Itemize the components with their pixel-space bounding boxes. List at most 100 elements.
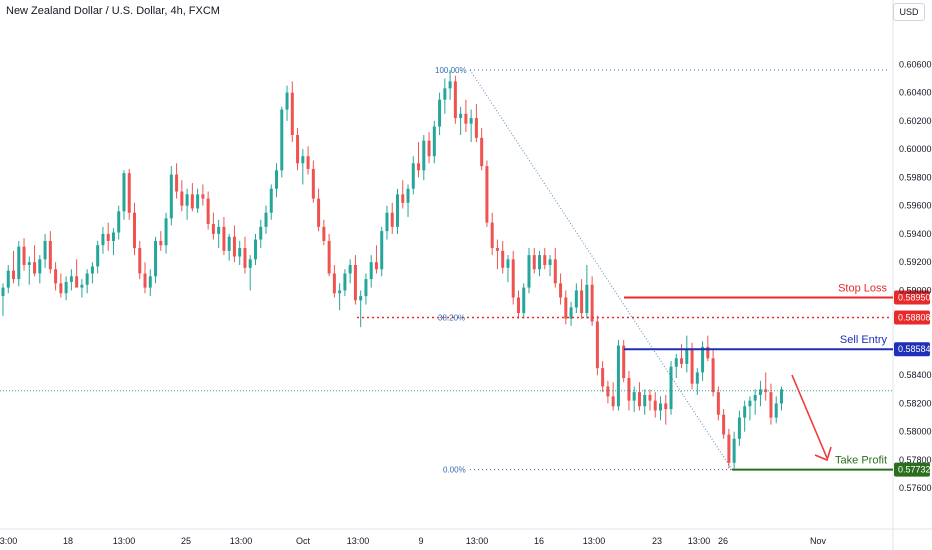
candle	[722, 409, 726, 439]
candle	[453, 75, 457, 124]
candle-body	[753, 394, 757, 401]
candle-body	[406, 188, 410, 203]
candle	[643, 389, 647, 415]
candle-body	[1, 287, 5, 297]
currency-button[interactable]: USD	[893, 3, 925, 21]
candle-body	[369, 262, 373, 280]
level-name-label: Sell Entry	[840, 334, 888, 346]
candle	[569, 301, 573, 326]
x-tick-label: 13:00	[230, 536, 253, 546]
candle-body	[232, 236, 236, 257]
price-tag	[894, 462, 930, 477]
candle	[522, 283, 526, 319]
fib-trend-line	[469, 69, 733, 470]
candle-body	[259, 226, 263, 240]
candle	[511, 250, 515, 305]
candle	[154, 236, 158, 284]
candle-body	[117, 211, 121, 233]
candle-body	[43, 240, 47, 260]
candle-body	[680, 358, 684, 364]
candle	[217, 219, 221, 249]
candle-body	[154, 240, 158, 277]
candle-body	[222, 226, 226, 251]
candle-body	[669, 366, 673, 410]
candle-body	[206, 198, 210, 225]
candle-body	[111, 232, 115, 241]
candle	[417, 142, 421, 178]
candle	[564, 290, 568, 325]
x-tick-label: 25	[181, 536, 191, 546]
candle-body	[758, 389, 762, 395]
candle-body	[27, 262, 31, 265]
candle	[180, 180, 184, 212]
candle-body	[343, 273, 347, 291]
y-tick-label: 0.57600	[899, 483, 932, 493]
candle	[33, 245, 37, 277]
price-tag-label: 0.57732	[898, 465, 931, 475]
candle-body	[443, 88, 447, 100]
candle	[716, 386, 720, 421]
candle-body	[485, 166, 489, 223]
candle-body	[133, 212, 136, 249]
candle-body	[348, 264, 352, 274]
candle	[495, 239, 499, 270]
candle-body	[480, 137, 484, 167]
candle	[664, 394, 668, 425]
candle	[164, 212, 168, 254]
candle	[290, 81, 294, 143]
candle	[459, 106, 463, 136]
x-tick-label: 18	[63, 536, 73, 546]
candle	[22, 238, 26, 271]
candle	[427, 132, 431, 164]
candle-body	[238, 248, 242, 257]
candle	[117, 205, 121, 240]
candle	[680, 344, 684, 369]
candle	[6, 264, 10, 294]
fib-level-label: 100.00%	[435, 66, 467, 75]
candle-body	[653, 400, 657, 411]
candle-body	[674, 358, 678, 367]
candle	[159, 231, 163, 251]
candle	[743, 400, 747, 432]
candle-body	[101, 233, 105, 246]
candle-body	[585, 284, 589, 314]
fib-level-label: 0.00%	[443, 466, 466, 475]
candle-body	[543, 255, 547, 265]
candle-body	[664, 403, 668, 410]
candle	[138, 240, 142, 280]
candle-body	[148, 276, 152, 288]
candle-body	[464, 113, 468, 124]
candle	[206, 191, 210, 230]
candle	[280, 106, 284, 178]
candle-body	[427, 140, 431, 157]
candle	[553, 248, 557, 288]
candle	[85, 269, 89, 294]
candle	[653, 392, 657, 418]
candle-body	[422, 140, 426, 171]
x-tick-label: 13:00	[347, 536, 370, 546]
candle-body	[353, 264, 357, 301]
fib-level-label: 38.20%	[438, 314, 465, 323]
candle	[506, 255, 510, 282]
candle-body	[380, 231, 384, 270]
candle	[406, 184, 410, 217]
candle-body	[169, 174, 173, 219]
candle	[443, 78, 447, 114]
candle	[380, 226, 384, 277]
candle	[390, 202, 394, 234]
candle-body	[75, 276, 79, 288]
candle	[69, 269, 73, 291]
candle	[490, 212, 494, 256]
y-tick-label: 0.60400	[899, 88, 932, 98]
candle-body	[616, 345, 620, 407]
x-tick-label: 9	[418, 536, 423, 546]
candle-body	[106, 233, 110, 241]
x-tick-label: 23	[652, 536, 662, 546]
candle	[374, 245, 378, 274]
overlay-layer: 100.00% 38.20% 0.00% Stop Loss 0.58950 0.5880…	[0, 66, 931, 477]
candle	[685, 335, 689, 373]
candle-body	[501, 250, 505, 268]
candle-body	[532, 255, 536, 270]
